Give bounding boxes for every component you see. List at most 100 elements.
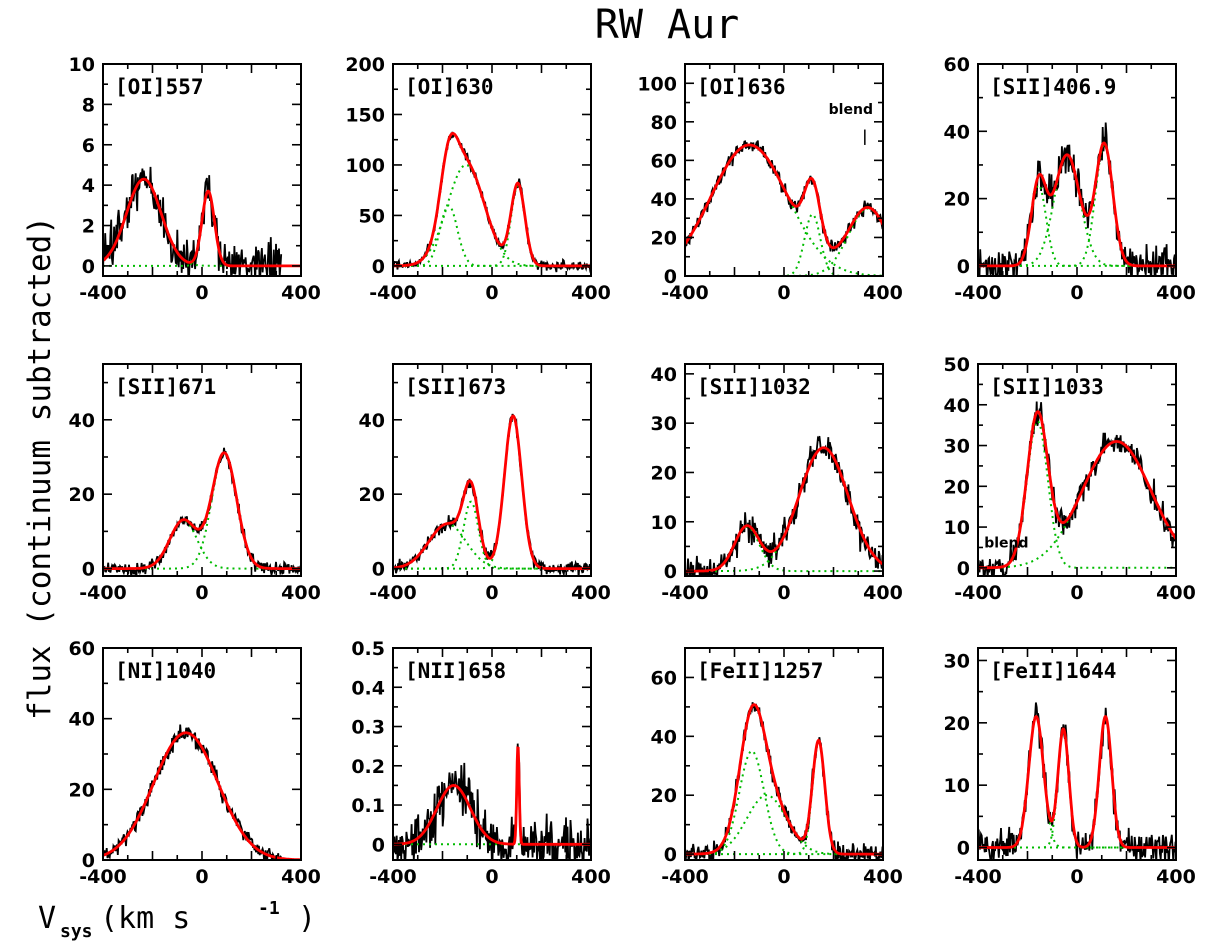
y-tick-label: 40 [651,189,677,211]
y-tick-label: 60 [651,667,677,689]
total-fit [103,731,301,860]
x-tick-label: 400 [571,282,611,304]
panel-label: [OI]636 [697,75,786,99]
gaussian-component-2 [103,452,301,570]
y-tick-label: 20 [359,484,385,506]
observed-spectrum [685,702,883,860]
observed-spectrum [103,447,301,576]
gaussian-component-2 [393,164,591,267]
panel-label: [SII]1033 [990,375,1104,399]
y-tick-label: 20 [69,484,95,506]
x-tick-label: 0 [195,282,208,304]
observed-spectrum [978,122,1176,276]
x-tick-label: 400 [281,282,321,304]
x-axis-label: V sys (km s -1 ) [38,898,316,942]
y-tick-label: 6 [82,135,95,157]
x-tick-label: 400 [1156,582,1196,604]
x-tick-label: 0 [1070,866,1083,888]
panel-label: [OI]630 [405,75,494,99]
y-tick-label: 0 [82,256,95,278]
x-tick-label: -400 [369,866,417,888]
y-tick-label: 0 [664,844,677,866]
x-tick-label: 0 [777,282,790,304]
x-axis-label-close: ) [298,901,316,936]
y-tick-label: 8 [82,94,95,116]
x-tick-label: 0 [1070,282,1083,304]
gaussian-component-2 [978,727,1176,849]
gaussian-component-3 [685,740,883,856]
x-tick-label: -400 [79,582,127,604]
y-tick-label: 30 [651,413,677,435]
total-fit [685,703,883,856]
total-fit [393,414,591,570]
total-fit [978,410,1176,570]
y-tick-label: 10 [651,512,677,534]
y-tick-label: 40 [944,121,970,143]
panel-label: [NII]658 [405,659,506,683]
y-tick-label: 40 [944,395,970,417]
y-tick-label: 0 [664,266,677,288]
y-tick-label: 0.5 [351,638,385,660]
y-tick-label: 10 [944,775,970,797]
blend-annotation: blend [829,102,873,118]
y-tick-label: 60 [69,638,95,660]
x-tick-label: -400 [954,582,1002,604]
x-tick-label: -400 [661,582,709,604]
total-fit [393,131,591,268]
y-tick-label: 20 [651,227,677,249]
x-tick-label: 400 [571,866,611,888]
panel-label: [SII]671 [115,375,216,399]
x-tick-label: 400 [1156,866,1196,888]
x-tick-label: 0 [485,282,498,304]
y-tick-label: 0.3 [351,717,385,739]
panel-label: [FeII]1257 [697,659,823,683]
gaussian-component-3 [978,715,1176,849]
panel-1: -400 0 400 0 2 4 6 8 10 [OI]557 [69,54,321,304]
figure-title: RW Aur [595,2,740,48]
panel-label: [SII]673 [405,375,506,399]
x-tick-label: 0 [777,866,790,888]
y-tick-label: 0 [82,850,95,872]
gaussian-component-1 [685,750,883,856]
y-tick-label: 30 [944,436,970,458]
observed-spectrum [978,401,1176,576]
x-tick-label: -400 [79,866,127,888]
x-tick-label: 0 [195,866,208,888]
y-tick-label: 80 [651,112,677,134]
total-fit [685,143,883,250]
x-axis-label-exponent: -1 [258,898,280,919]
x-tick-label: -400 [369,282,417,304]
panel-label: [FeII]1644 [990,659,1116,683]
y-tick-label: 0 [372,559,385,581]
y-tick-label: 0 [957,838,970,860]
total-fit [978,715,1176,849]
panel-label: [SII]1032 [697,375,811,399]
y-tick-label: 20 [944,189,970,211]
y-tick-label: 100 [637,73,677,95]
y-tick-label: 20 [651,462,677,484]
y-tick-label: 60 [651,150,677,172]
x-tick-label: 0 [195,582,208,604]
gaussian-component-1 [685,143,883,276]
y-tick-label: 50 [359,205,385,227]
total-fit [978,141,1176,268]
x-tick-label: 400 [863,282,903,304]
gaussian-component-1 [978,715,1176,849]
x-tick-label: -400 [661,282,709,304]
y-tick-label: 10 [69,54,95,76]
panel-10: -400 0 400 0 0.1 0.2 0.3 0.4 0.5 [NII]658 [351,638,611,888]
panel-2: -400 0 400 0 50 100 150 200 [OI]630 [345,54,611,304]
x-tick-label: -400 [79,282,127,304]
y-tick-label: 40 [69,410,95,432]
y-axis-label: flux (continuum subtracted) [22,216,58,720]
observed-spectrum [393,413,591,576]
y-tick-label: 30 [944,650,970,672]
y-tick-label: 150 [345,104,385,126]
x-tick-label: 400 [863,866,903,888]
